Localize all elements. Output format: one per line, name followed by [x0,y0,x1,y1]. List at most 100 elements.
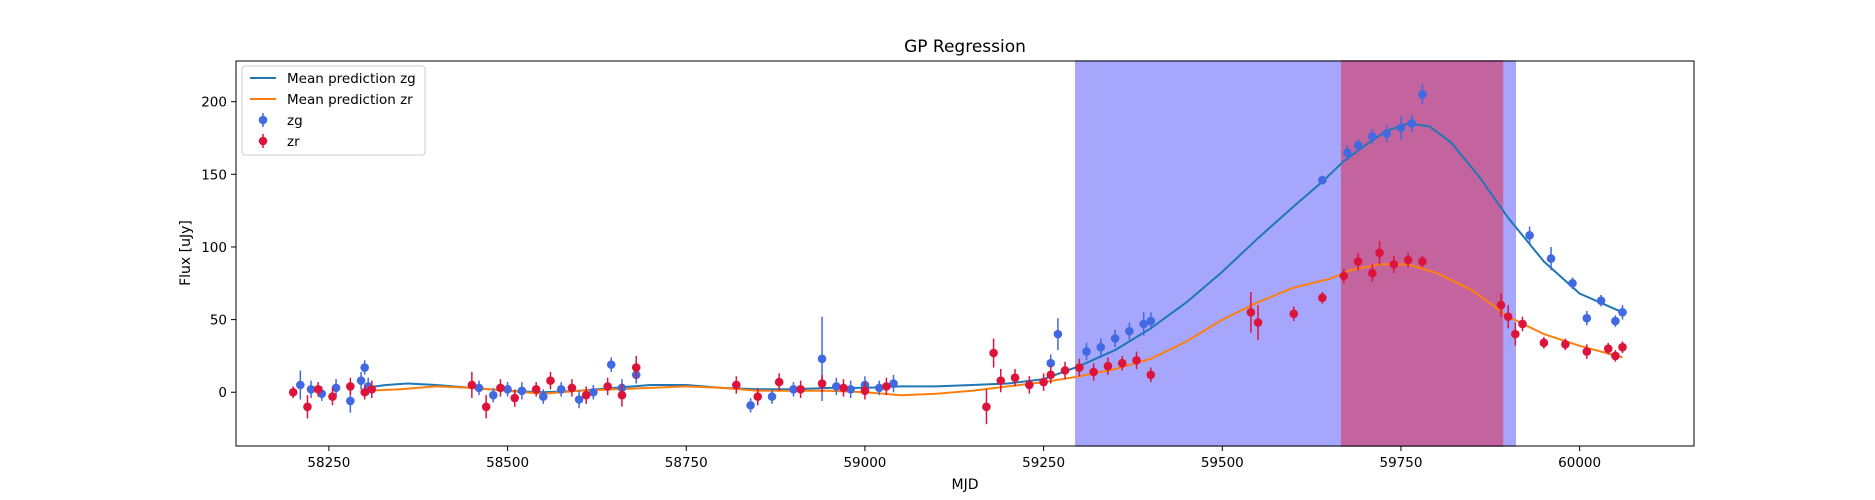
data-point [1039,377,1048,387]
data-point [1518,319,1527,329]
x-tick-label: 59750 [1379,455,1422,471]
data-point [581,390,591,400]
data-point [346,382,355,391]
data-point [1539,338,1549,348]
data-point [331,383,341,393]
data-point [817,354,827,364]
data-point [1611,351,1620,361]
data-point [753,392,763,401]
x-axis: 58250 58500 58750 59000 59250 59500 59750 60000 [307,446,1601,471]
data-point [996,376,1006,385]
data-point [517,386,527,396]
data-point [882,382,891,391]
data-point [1418,90,1427,99]
data-point [796,385,805,394]
data-point [1511,329,1520,339]
data-point [1618,308,1627,317]
data-point [346,396,355,406]
data-point [306,385,316,394]
plot-points [288,84,1627,425]
data-point [503,385,512,394]
data-point [496,383,505,393]
data-point [846,385,855,394]
y-axis: 0 50 100 150 200 [201,95,236,401]
data-point [589,387,598,397]
x-axis-label: MJD [952,477,979,493]
x-tick-label: 58500 [486,455,529,471]
data-point [356,376,366,385]
data-point [1389,260,1399,269]
data-point [360,387,369,397]
data-point [1146,316,1156,326]
x-tick-label: 59250 [1022,455,1065,471]
x-tick-label: 60000 [1558,455,1601,471]
x-tick-label: 59500 [1201,455,1244,471]
data-point [488,390,498,400]
data-point [774,377,784,387]
data-point [288,387,298,397]
y-tick-label: 150 [201,167,227,183]
data-point [1117,358,1127,368]
y-tick-label: 50 [210,313,227,329]
data-point [1353,140,1363,150]
data-point [1046,358,1056,368]
data-point [746,401,755,410]
data-point [1110,334,1120,343]
data-point [1053,329,1063,339]
data-point [631,363,641,372]
series-points-4 [288,241,1627,425]
data-point [767,392,777,401]
data-point [1289,309,1299,319]
data-point [1132,355,1141,365]
data-point [474,383,484,393]
legend: Mean prediction zg Mean prediction zr zg zr [241,65,426,156]
x-tick-label: 58250 [307,455,350,471]
data-point [1546,254,1556,263]
shaded-region-2 [1340,60,1504,447]
legend-box [241,65,426,156]
series-points-3 [296,84,1627,413]
data-point [567,383,577,393]
data-point [832,382,841,391]
data-point [839,383,848,393]
data-point [1046,370,1056,380]
data-point [1082,347,1091,356]
data-point [989,348,998,358]
data-point [467,380,477,390]
data-point [1603,344,1613,353]
data-point [817,379,827,388]
data-point [1503,312,1513,321]
data-point [1403,255,1413,265]
data-point [1318,293,1327,303]
y-tick-label: 0 [218,385,227,401]
data-point [328,392,337,401]
data-point [1339,271,1349,281]
data-point [1010,373,1020,383]
data-point [296,380,305,390]
legend-label: Mean prediction zg [287,71,416,87]
data-point [1139,319,1148,329]
data-point [1407,119,1416,128]
data-point [481,402,491,412]
data-point [313,385,323,394]
data-point [1025,380,1034,390]
data-point [1089,367,1098,377]
data-point [1368,132,1377,141]
data-point [1075,363,1084,372]
data-point [860,386,870,396]
plot-frame [235,60,1695,447]
legend-label: zg [287,113,303,129]
data-point [874,383,884,393]
x-tick-label: 59000 [843,455,886,471]
data-point [1382,129,1391,138]
data-point [1418,257,1427,266]
data-point [1368,268,1377,278]
data-point [1582,347,1592,356]
data-point [789,385,798,394]
data-point [546,376,555,385]
y-tick-label: 100 [201,240,227,256]
data-point [889,379,898,388]
data-point [1561,340,1570,349]
data-point [1611,316,1620,326]
